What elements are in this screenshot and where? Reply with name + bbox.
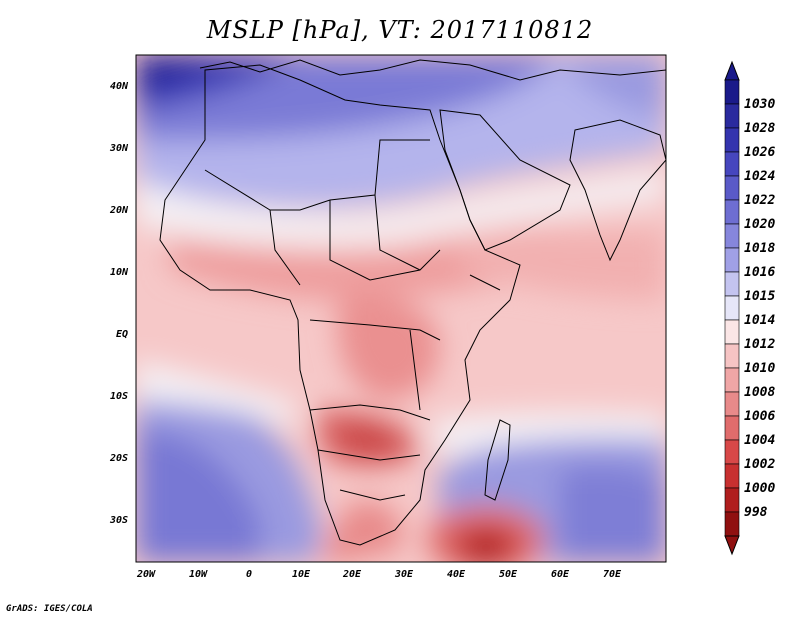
colorbar-swatch xyxy=(724,439,740,465)
colorbar-swatch xyxy=(724,247,740,273)
lat-label: EQ xyxy=(116,329,128,340)
colorbar-swatch xyxy=(724,223,740,249)
pressure-field xyxy=(136,55,666,562)
lat-label: 10S xyxy=(110,391,128,402)
colorbar-label: 1000 xyxy=(744,481,775,496)
footer-credit: GrADS: IGES/COLA xyxy=(6,604,93,614)
colorbar-label: 1020 xyxy=(744,217,775,232)
lat-label: 10N xyxy=(110,267,129,278)
colorbar-swatch xyxy=(724,511,740,537)
lat-axis: 40N 30N 20N 10N EQ 10S 20S 30S xyxy=(109,81,129,526)
colorbar-label: 1012 xyxy=(744,337,775,352)
lon-label: 60E xyxy=(551,569,570,580)
colorbar-swatch xyxy=(724,295,740,321)
colorbar-swatch xyxy=(724,127,740,153)
map-title: MSLP [hPa], VT: 2017110812 xyxy=(206,16,594,44)
colorbar-label: 1004 xyxy=(744,433,775,448)
colorbar-label: 1006 xyxy=(744,409,775,424)
colorbar-swatch xyxy=(724,103,740,129)
colorbar-arrow-bottom xyxy=(724,535,740,556)
colorbar-label: 998 xyxy=(744,505,768,520)
coastlines xyxy=(159,59,666,546)
colorbar-label: 1002 xyxy=(744,457,775,472)
colorbar-swatch xyxy=(724,79,740,105)
colorbar-swatch xyxy=(724,343,740,369)
colorbar-label: 1016 xyxy=(744,265,775,280)
colorbar-swatch xyxy=(724,367,740,393)
lon-label: 40E xyxy=(447,569,466,580)
lon-label: 10E xyxy=(292,569,311,580)
lon-label: 20E xyxy=(342,569,362,580)
lon-axis: 20W 10W 0 10E 20E 30E 40E 50E 60E 70E xyxy=(136,569,622,580)
lon-label: 10W xyxy=(189,569,208,580)
colorbar-swatch xyxy=(724,463,740,489)
colorbar-swatch xyxy=(724,415,740,441)
lat-label: 40N xyxy=(110,81,129,92)
colorbar-swatch xyxy=(724,391,740,417)
colorbar-swatch xyxy=(724,319,740,345)
colorbar-label: 1010 xyxy=(744,361,775,376)
lon-label: 20W xyxy=(136,569,156,580)
colorbar-swatch xyxy=(724,151,740,177)
colorbar-label: 1018 xyxy=(744,241,775,256)
lat-label: 20S xyxy=(109,453,128,464)
colorbar-label: 1030 xyxy=(744,97,775,112)
lon-label: 0 xyxy=(246,569,252,580)
colorbar-swatch xyxy=(724,175,740,201)
lon-label: 30E xyxy=(394,569,414,580)
map-frame xyxy=(135,54,667,563)
lat-label: 30N xyxy=(109,143,129,154)
colorbar-swatch xyxy=(724,487,740,513)
colorbar-swatch xyxy=(724,199,740,225)
colorbar-label: 1024 xyxy=(744,169,775,184)
colorbar-label: 1022 xyxy=(744,193,775,208)
colorbar-label: 1008 xyxy=(744,385,775,400)
colorbar: 1030 1028 1026 1024 1022 1020 1018 1016 1015 1014… xyxy=(724,60,775,556)
lon-label: 50E xyxy=(499,569,518,580)
colorbar-label: 1015 xyxy=(744,289,775,304)
colorbar-arrow-top xyxy=(724,60,740,81)
lat-label: 30S xyxy=(109,515,128,526)
colorbar-label: 1014 xyxy=(744,313,775,328)
colorbar-label: 1028 xyxy=(744,121,775,136)
colorbar-swatch xyxy=(724,271,740,297)
colorbar-label: 1026 xyxy=(744,145,775,160)
lat-label: 20N xyxy=(109,205,129,216)
lon-label: 70E xyxy=(603,569,622,580)
